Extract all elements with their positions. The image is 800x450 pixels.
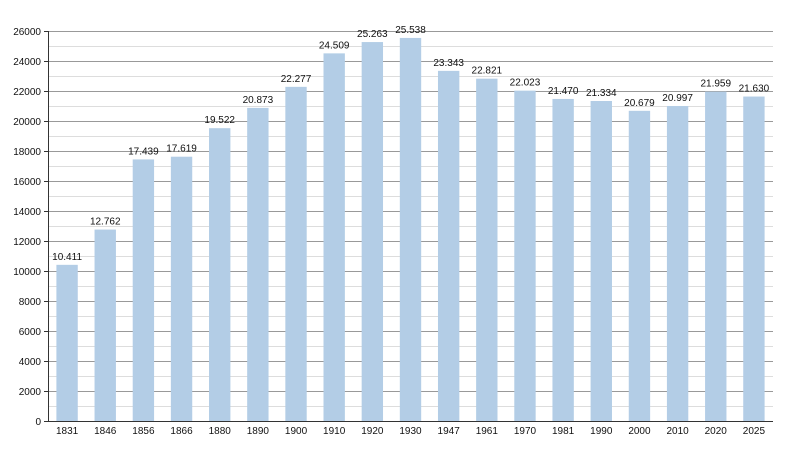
bar-value-label: 21.630 [739,84,770,95]
bar [590,100,612,422]
y-tick-label: 24000 [13,57,41,68]
y-tick-label: 4000 [19,357,42,368]
x-tick-label: 1856 [132,426,155,437]
bar [132,159,155,422]
bar-value-label: 19.522 [204,115,235,126]
bar [437,70,460,421]
bar [743,96,765,422]
bar [628,110,651,421]
bar-value-label: 10.411 [52,252,82,263]
bar [247,107,269,421]
x-tick-label: 1890 [247,426,270,437]
bars [56,37,765,422]
x-tick-label: 1970 [514,426,537,437]
axes [44,31,773,422]
y-tick-label: 14000 [13,207,41,218]
bar [514,90,536,421]
bar-value-label: 12.762 [90,217,121,228]
bar [399,37,422,422]
bar-value-label: 23.343 [433,58,464,69]
x-tick-label: 1990 [590,426,613,437]
x-tick-label: 2010 [666,426,689,437]
labels: 0 2000 4000 6000 8000 10000 12000 14000 16000 180… [13,25,769,437]
bar [170,156,193,421]
y-tick-label: 10000 [13,267,41,278]
bar-value-label: 22.821 [472,66,503,77]
bar [323,53,345,422]
bar-value-label: 21.334 [586,88,617,99]
y-tick-label: 6000 [19,327,42,338]
y-tick-label: 12000 [13,237,41,248]
x-tick-label: 2000 [628,426,651,437]
x-tick-label: 1831 [56,426,79,437]
y-tick-label: 16000 [13,177,41,188]
x-tick-label: 1900 [285,426,308,437]
bar [361,42,384,422]
bar-value-label: 17.619 [166,144,197,155]
y-tick-label: 26000 [13,27,41,38]
bar-value-label: 22.023 [510,78,541,89]
y-tick-label: 8000 [19,297,42,308]
bar [666,106,689,422]
bar [476,78,498,421]
bar-value-label: 20.997 [662,93,693,104]
x-tick-label: 1930 [399,426,422,437]
x-tick-label: 2025 [743,426,766,437]
x-tick-label: 1961 [476,426,499,437]
x-tick-label: 1920 [361,426,384,437]
bar [705,91,727,422]
y-tick-label: 0 [35,417,41,428]
bar [56,264,78,421]
bar-value-label: 20.679 [624,98,655,109]
bar-value-label: 24.509 [319,40,350,51]
bar [552,98,574,421]
x-tick-label: 1947 [438,426,461,437]
x-tick-label: 1981 [552,426,575,437]
bar-value-label: 21.470 [548,86,579,97]
bar-value-label: 22.277 [281,74,312,85]
bar [285,86,307,421]
x-tick-label: 2020 [705,426,728,437]
bar-value-label: 21.959 [700,79,731,90]
y-tick-label: 2000 [19,387,42,398]
bar-value-label: 17.439 [128,146,159,157]
x-tick-label: 1866 [170,426,193,437]
bar-value-label: 20.873 [243,95,274,106]
bar [94,229,116,421]
x-tick-label: 1846 [94,426,117,437]
y-tick-label: 22000 [13,87,41,98]
y-tick-label: 18000 [13,147,41,158]
x-tick-label: 1880 [209,426,232,437]
bar-value-label: 25.263 [357,29,388,40]
x-tick-label: 1910 [323,426,346,437]
y-tick-label: 20000 [13,117,41,128]
bar [209,128,231,422]
bar-value-label: 25.538 [395,25,426,36]
